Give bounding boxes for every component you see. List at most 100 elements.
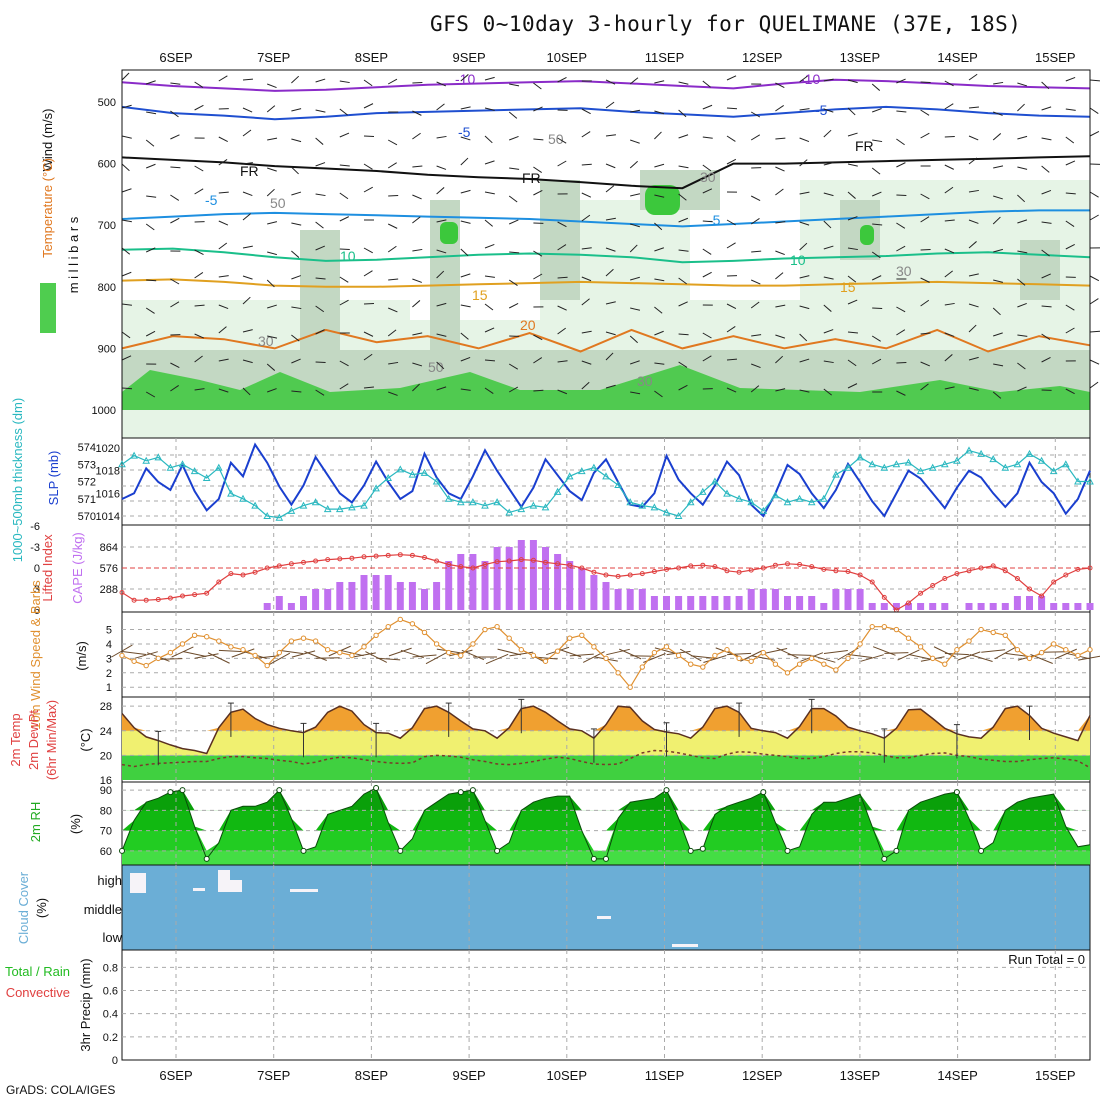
precip-tick: 0.2 xyxy=(103,1032,118,1044)
wind-barb xyxy=(871,83,881,91)
wind-barb-10m xyxy=(365,651,388,663)
lifted-index-marker xyxy=(1087,565,1093,571)
wind-speed-marker xyxy=(518,647,524,653)
lifted-index-marker xyxy=(918,590,924,596)
lifted-index-marker xyxy=(942,576,948,581)
wind-speed-marker xyxy=(288,638,295,644)
wind-barb xyxy=(121,387,133,390)
wind-barb-10m xyxy=(376,657,401,661)
thickness-marker xyxy=(299,501,308,509)
thickness-marker xyxy=(372,484,380,492)
lifted-index-marker xyxy=(760,565,766,571)
wind-barb xyxy=(775,250,785,256)
wind-barb xyxy=(630,391,641,395)
lifted-index-marker xyxy=(966,568,972,574)
side-label-total-rain: Total / Rain xyxy=(5,964,70,979)
wind-speed-marker xyxy=(748,658,754,664)
rh-saturated-area xyxy=(122,365,1090,410)
wind-barb-10m xyxy=(679,648,702,662)
wind-barb xyxy=(145,223,155,231)
cape-bar xyxy=(348,582,356,610)
contour-label: -5 xyxy=(458,124,471,140)
wind-barb xyxy=(823,78,834,82)
wind-barb xyxy=(412,165,423,168)
rh-marker xyxy=(978,847,985,854)
wind-barb xyxy=(629,160,638,169)
wind-barb xyxy=(218,326,227,334)
wind-barb xyxy=(968,189,979,193)
lifted-index-marker xyxy=(446,562,452,567)
wind-barb xyxy=(388,391,398,396)
wind-barb xyxy=(121,163,130,172)
rh-saturated-patch xyxy=(645,185,680,215)
wind-barb xyxy=(242,213,251,221)
wind-barb xyxy=(775,166,785,172)
thickness-marker xyxy=(1074,477,1082,485)
wind-barb xyxy=(218,136,228,142)
cape-bar xyxy=(1001,603,1009,610)
cape-bar xyxy=(989,603,997,610)
isotherm-FR-line xyxy=(121,155,1091,190)
wind-barb xyxy=(170,217,180,224)
wind-barb xyxy=(315,137,324,145)
lifted-index-marker xyxy=(797,562,803,567)
lifted-index-marker xyxy=(252,569,258,575)
wind-barb xyxy=(726,242,736,249)
thickness-marker xyxy=(590,463,598,471)
wind-barb xyxy=(266,105,276,113)
wind-barb xyxy=(968,273,979,277)
thickness-marker xyxy=(287,506,296,514)
wind-tick: 1 xyxy=(106,682,112,694)
wind-barb xyxy=(581,247,592,250)
wind-barb xyxy=(1041,189,1052,195)
wind-speed-marker xyxy=(216,638,222,644)
wind-barb xyxy=(363,302,375,305)
wind-speed-marker xyxy=(893,626,900,633)
wind-barb-10m xyxy=(957,651,981,661)
wind-barb xyxy=(267,335,278,339)
cape-bar xyxy=(711,596,719,610)
wind-barb xyxy=(654,222,663,231)
wind-barb-10m xyxy=(994,646,1017,660)
wind-barb xyxy=(557,360,568,363)
wind-barb xyxy=(218,158,228,166)
cape-bar xyxy=(747,589,755,610)
wind-barb xyxy=(993,165,1004,169)
wind-barb xyxy=(968,241,977,249)
wind-barb xyxy=(436,386,447,391)
wind-barb xyxy=(1065,192,1076,195)
wind-speed-marker xyxy=(833,667,839,673)
thickness-marker xyxy=(856,453,864,461)
wind-barb-10m xyxy=(255,655,280,659)
thickness-marker xyxy=(832,470,840,478)
wind-barb xyxy=(775,104,784,112)
wind-barb xyxy=(1041,357,1051,363)
wind-barb xyxy=(823,304,832,312)
rh-marker xyxy=(119,847,125,854)
wind-barb xyxy=(1017,334,1028,337)
thickness-marker xyxy=(565,472,574,480)
thickness-marker xyxy=(953,456,961,464)
wind-barb-10m xyxy=(497,648,521,656)
wind-barb xyxy=(896,138,905,146)
cape-bar xyxy=(529,540,537,610)
side-label-wind10m: 10m Wind Speed & Barbs xyxy=(28,580,43,730)
wind-barb xyxy=(775,388,786,392)
li-tick: 0 xyxy=(34,563,40,575)
wind-barb xyxy=(1065,76,1076,82)
wind-barb xyxy=(630,109,641,113)
isotherm--5-line xyxy=(121,105,1091,121)
wind-speed-marker xyxy=(506,635,512,641)
wind-barb-10m xyxy=(897,649,920,661)
wind-barb-10m xyxy=(860,654,884,662)
x-tick-label-top: 8SEP xyxy=(355,50,388,65)
wind-barb xyxy=(484,76,495,81)
wind-barb xyxy=(871,335,881,342)
wind-barb xyxy=(992,391,1002,399)
wind-barb xyxy=(267,388,277,393)
rh-shade-medium xyxy=(1020,240,1060,300)
side-label-lifted-index: Lifted Index xyxy=(40,534,55,602)
contour-label: 10 xyxy=(340,248,356,264)
wind-barb xyxy=(145,391,156,398)
wind-barb xyxy=(702,104,713,110)
